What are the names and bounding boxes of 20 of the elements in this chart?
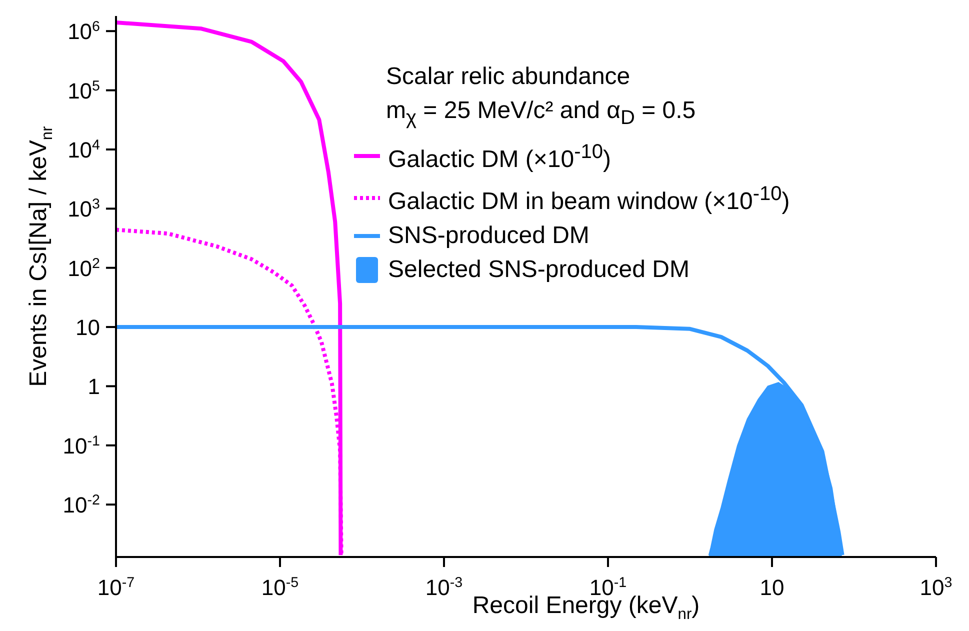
annotation: m$_{χ}$ = 25 MeV/c² and α$_{D}$ = 0.5 xyxy=(386,96,697,131)
y-tick-label: 10$^{4}$ xyxy=(68,137,100,162)
y-tick-label: 10$^{3}$ xyxy=(68,196,100,222)
y-tick-label: 10 xyxy=(76,315,100,340)
y-tick-label: 10$^{-2}$ xyxy=(62,492,100,518)
legend-label: Selected SNS-produced DM xyxy=(388,254,690,285)
x-tick-label: 10$^{-5}$ xyxy=(261,575,299,600)
y-tick-label: 1 xyxy=(88,374,100,400)
legend-label: SNS-produced DM xyxy=(388,220,590,251)
x-tick-label: 10 xyxy=(760,575,784,600)
x-tick-label: 10$^{-7}$ xyxy=(97,575,135,600)
y-tick-label: 10$^{6}$ xyxy=(68,19,100,44)
y-tick-label: 10$^{2}$ xyxy=(68,256,100,281)
legend-title: Scalar relic abundance xyxy=(386,62,632,92)
legend-label: Galactic DM (×10$^{-10}$) xyxy=(388,140,611,175)
y-tick-label: 10$^{-1}$ xyxy=(62,433,100,458)
legend-label: Galactic DM in beam window (×10$^{-10}$) xyxy=(388,182,790,217)
y-tick-label: 10$^{5}$ xyxy=(68,78,100,104)
x-tick-label: 10$^{3}$ xyxy=(920,575,952,600)
x-tick-label: 10$^{-3}$ xyxy=(425,575,463,600)
